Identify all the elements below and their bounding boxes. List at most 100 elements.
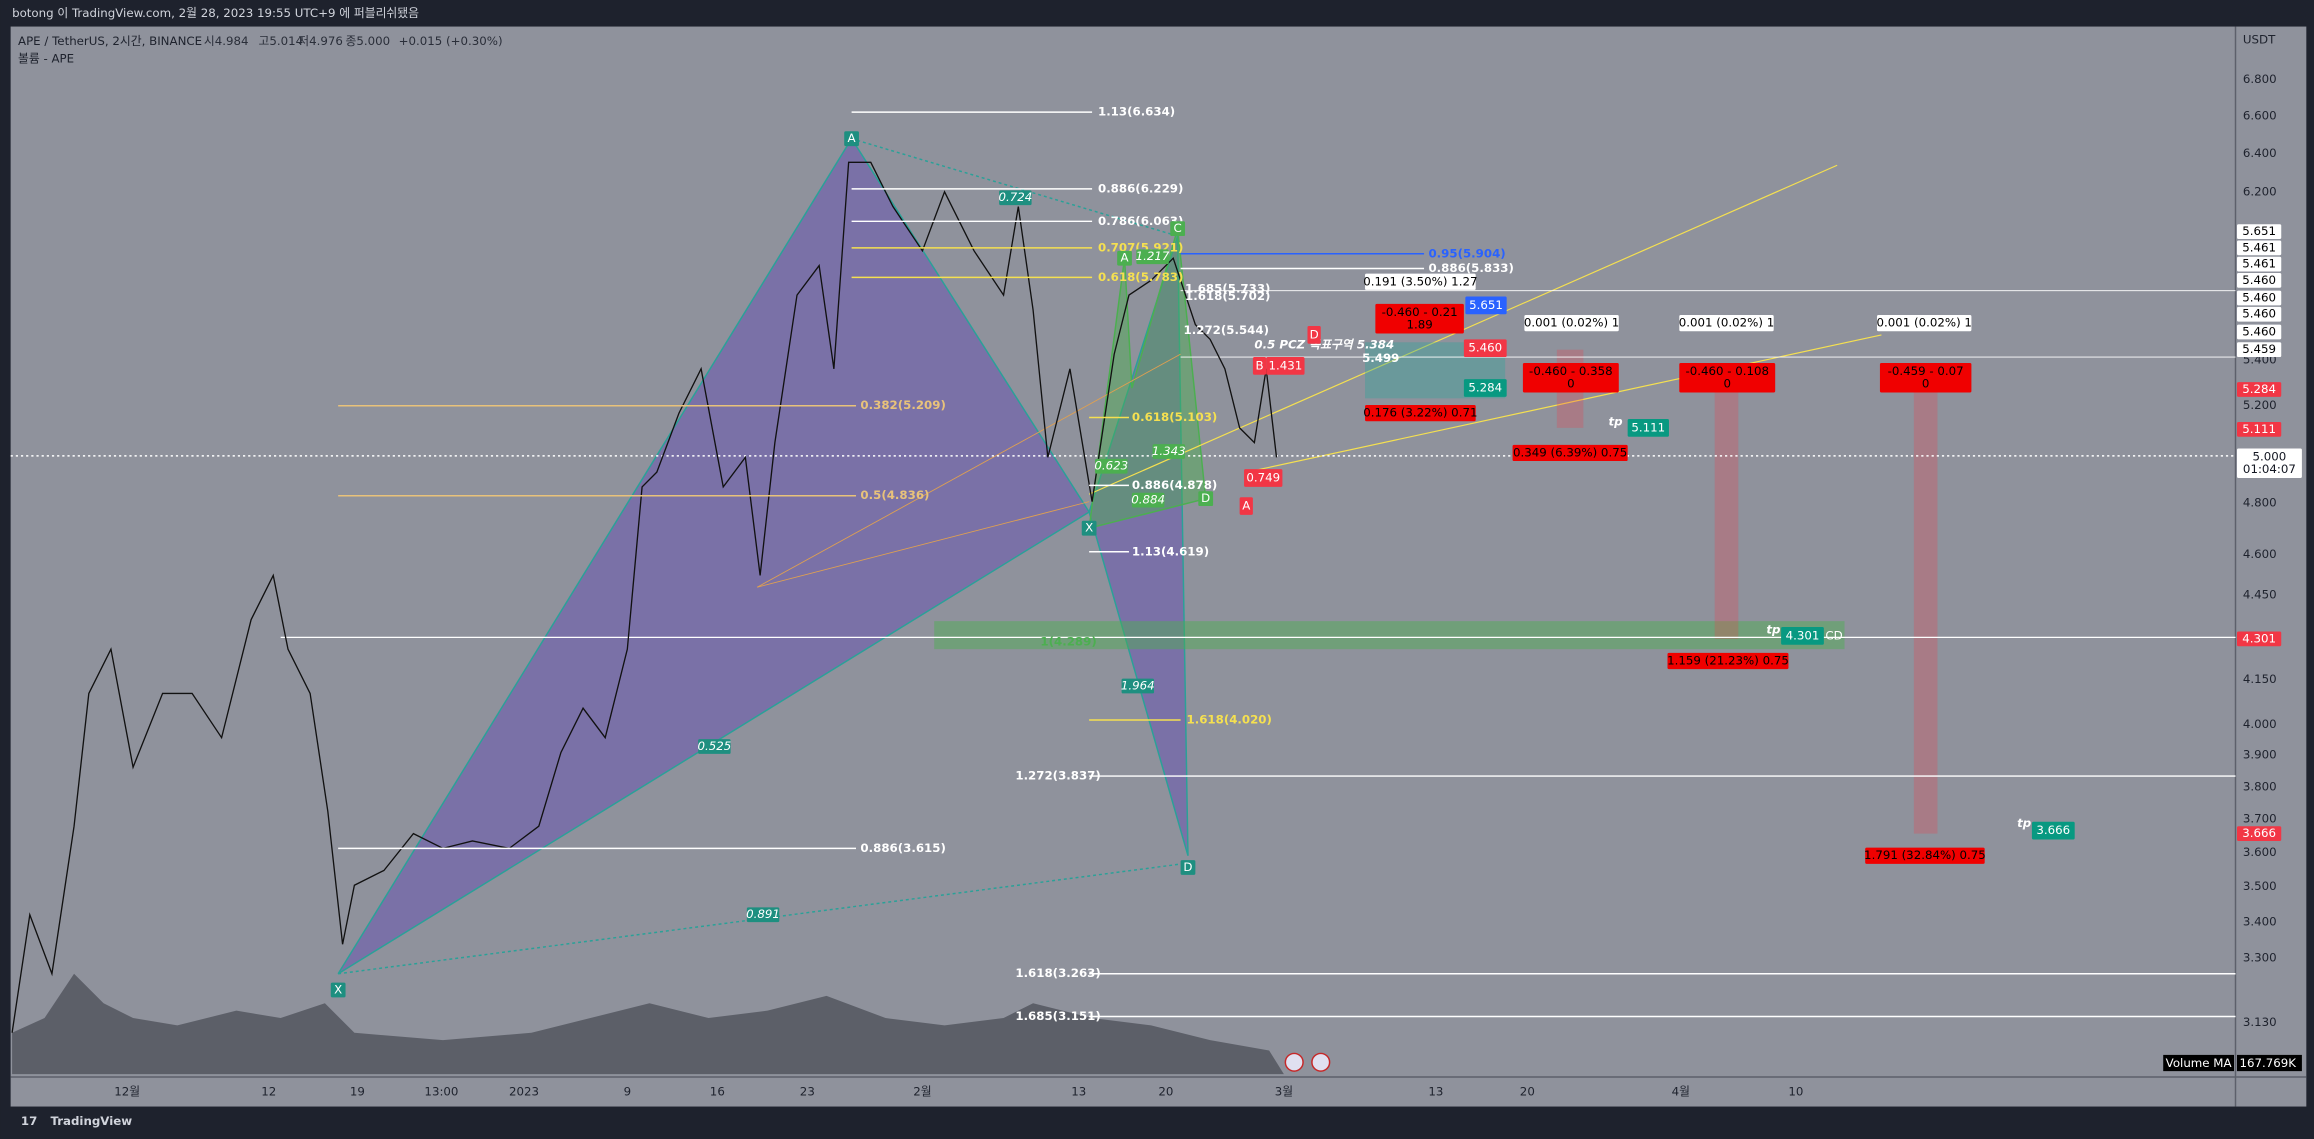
current-price: 01:04:07: [2243, 462, 2296, 476]
chart-tag: 5.284: [1468, 381, 1502, 395]
trade-result-box: [1667, 652, 1789, 670]
brand: TradingView: [50, 1114, 132, 1128]
ratio: 1.343: [1152, 444, 1186, 458]
chart-tag-box: [1252, 357, 1267, 375]
event-flag: [1284, 1052, 1304, 1072]
fib-label: 5.499: [1362, 351, 1399, 365]
risk-column: [1714, 389, 1739, 639]
price-tag: 5.460: [2242, 307, 2276, 321]
chart-tag: 5.460: [1468, 341, 1502, 355]
fib-label: 1.618(5.702): [1185, 289, 1270, 303]
trade-result: 0.176 (3.22%) 0.71: [1363, 406, 1477, 420]
ratio: 0.891: [746, 907, 780, 921]
time-label: 13: [1071, 1084, 1086, 1098]
tp-label: tp: [1766, 622, 1780, 636]
price-tick-label: 3.130: [2243, 1015, 2277, 1029]
low: 저4.976: [298, 34, 343, 48]
ratio-box: [746, 907, 780, 923]
point-label: X: [334, 982, 342, 996]
point-label: D: [1201, 491, 1210, 505]
price-tag-box: [2236, 421, 2282, 437]
price-tag: 5.460: [2242, 324, 2276, 338]
trade-entry-box: [1524, 314, 1619, 332]
ratio: 0.623: [1094, 459, 1128, 473]
time-label: 20: [1158, 1084, 1173, 1098]
chart-tag-box: [1307, 326, 1321, 344]
trade-risk: -0.460 - 0.108: [1685, 364, 1769, 378]
fib-label: 0.886(3.615): [860, 841, 945, 855]
trade-entry: 0.191 (3.50%) 1.27: [1363, 274, 1477, 288]
ratio: 1.964: [1121, 679, 1155, 693]
price-path: [11, 161, 1278, 1033]
price-tick-label: 3.800: [2243, 779, 2277, 793]
price-tick-label: 6.800: [2243, 72, 2277, 86]
price-tick-label: 5.200: [2243, 398, 2277, 412]
price-tick-label: 3.500: [2243, 879, 2277, 893]
ratio-box: [698, 739, 731, 754]
trade-risk: -0.459 - 0.07: [1888, 364, 1964, 378]
trade-result: 1.159 (21.23%) 0.75: [1667, 653, 1789, 667]
fib-label: 1.272(5.544): [1184, 323, 1269, 337]
time-label: 4월: [1672, 1084, 1690, 1098]
time-label: 23: [800, 1084, 815, 1098]
price-tick-label: 4.450: [2243, 587, 2277, 601]
price-tag: 4.301: [2242, 631, 2276, 645]
point-box: [330, 982, 346, 998]
price-tag: 5.461: [2242, 240, 2276, 254]
price-tag: 5.284: [2242, 382, 2276, 396]
price-tag: 5.459: [2242, 342, 2276, 356]
fib-label: 1(4.289): [1040, 634, 1096, 648]
price-tick-label: 3.600: [2243, 845, 2277, 859]
price-tick-label: 4.000: [2243, 717, 2277, 731]
time-label: 9: [624, 1084, 632, 1098]
trade-risk-box: [1879, 362, 1972, 393]
volume-ma-box: [2163, 1054, 2235, 1072]
change: +0.015 (+0.30%): [399, 34, 503, 48]
time-label: 19: [350, 1084, 365, 1098]
ratio-box: [1121, 678, 1155, 694]
cd-label: CD: [1825, 628, 1842, 642]
price-tick-label: 6.400: [2243, 146, 2277, 160]
point-label: D: [1183, 860, 1192, 874]
ratio-box: [1152, 444, 1186, 459]
high: 고5.014: [258, 34, 303, 48]
ratio-box: [999, 190, 1032, 206]
trade-entry: 0.001 (0.02%) 1: [1524, 316, 1619, 330]
time-label: 16: [710, 1084, 725, 1098]
fib-label: 0.618(5.783): [1098, 270, 1183, 284]
trade-risk: -0.460 - 0.358: [1529, 364, 1613, 378]
price-tag-box: [2236, 342, 2282, 358]
chart-tag: 4.301: [1786, 628, 1820, 642]
price-tick-label: 6.600: [2243, 108, 2277, 122]
tp-label: tp: [1608, 414, 1622, 428]
price-tick-label: 6.200: [2243, 184, 2277, 198]
volume-ma-value: 167.769K: [2239, 1056, 2296, 1070]
price-tag: 5.651: [2242, 224, 2276, 238]
trade-risk: 0: [1723, 376, 1731, 390]
brand-logo: 𝟭𝟳: [21, 1114, 37, 1128]
price-tick-label: 4.150: [2243, 672, 2277, 686]
chart-tag-box: [1463, 339, 1507, 358]
volume-ma-name: Volume MA: [2166, 1056, 2232, 1070]
chart-tag: 1.431: [1268, 358, 1302, 372]
price-tick-label: 3.900: [2243, 748, 2277, 762]
fib-label: 1.13(4.619): [1132, 544, 1209, 558]
price-tag: 5.111: [2242, 422, 2276, 436]
time-label: 13: [1428, 1084, 1443, 1098]
trade-entry-box: [1876, 314, 1972, 332]
trade-risk: 0: [1567, 376, 1575, 390]
ratio: 0.724: [998, 190, 1032, 204]
fib-label: 0.786(6.063): [1098, 214, 1183, 228]
price-tick-label: 4.800: [2243, 495, 2277, 509]
trade-risk-box: [1375, 303, 1464, 334]
trade-risk-box: [1679, 362, 1776, 393]
trade-result-box: [1865, 847, 1985, 864]
price-tag-box: [2236, 826, 2282, 841]
ac-line: [851, 137, 1178, 237]
chart-tag-box: [1465, 296, 1507, 315]
price-tag-box: [2236, 324, 2282, 340]
chart-tag: 5.111: [1631, 420, 1665, 434]
risk-column: [1913, 389, 1938, 834]
trade-risk: -0.460 - 0.21: [1382, 305, 1458, 319]
